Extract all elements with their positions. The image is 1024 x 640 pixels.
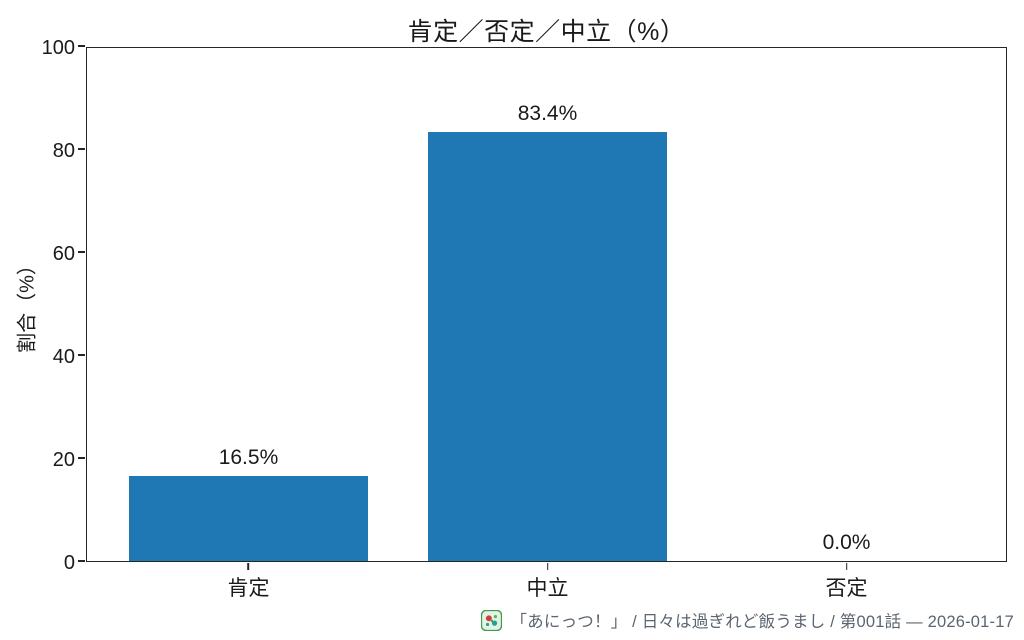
bar-value-label: 16.5% (218, 446, 279, 470)
y-tick-label: 40 (52, 346, 75, 368)
chart-title: 肯定／否定／中立（%） (407, 18, 686, 46)
y-tick-mark (78, 354, 85, 356)
y-tick-label: 100 (41, 37, 75, 59)
y-tick-mark (78, 45, 85, 47)
chart-caption: 「あにっつ！」 / 日々は過ぎれど飯うまし / 第001話 — 2026-01-… (481, 608, 1014, 632)
bar-value-label: 0.0% (822, 531, 871, 554)
y-tick-mark (78, 560, 85, 562)
site-favicon-icon (481, 609, 503, 631)
y-tick-label: 0 (63, 552, 75, 574)
x-tick-label: 中立 (526, 577, 569, 600)
x-tick-mark (546, 563, 549, 570)
x-tick-label: 肯定 (227, 577, 270, 600)
y-tick-label: 80 (52, 140, 75, 162)
x-tick-mark (247, 563, 250, 570)
plot-area: 0 20 40 60 80 100 16.5% 肯定 83.4% 中立 0.0% 否定 (42, 38, 1007, 599)
y-tick-label: 20 (52, 449, 75, 471)
x-tick-mark (845, 563, 848, 570)
y-axis-label: 割合（%） (16, 255, 39, 353)
y-tick-mark (78, 148, 85, 150)
y-tick-mark (78, 251, 85, 253)
y-tick-label: 60 (52, 243, 75, 265)
x-tick-label: 否定 (825, 577, 868, 600)
bar-中立 (427, 131, 668, 561)
bar-value-label: 83.4% (517, 101, 578, 125)
y-tick-mark (78, 457, 85, 459)
caption-text: 「あにっつ！」 / 日々は過ぎれど飯うまし / 第001話 — 2026-01-… (510, 613, 1014, 631)
bar-肯定 (128, 476, 369, 561)
